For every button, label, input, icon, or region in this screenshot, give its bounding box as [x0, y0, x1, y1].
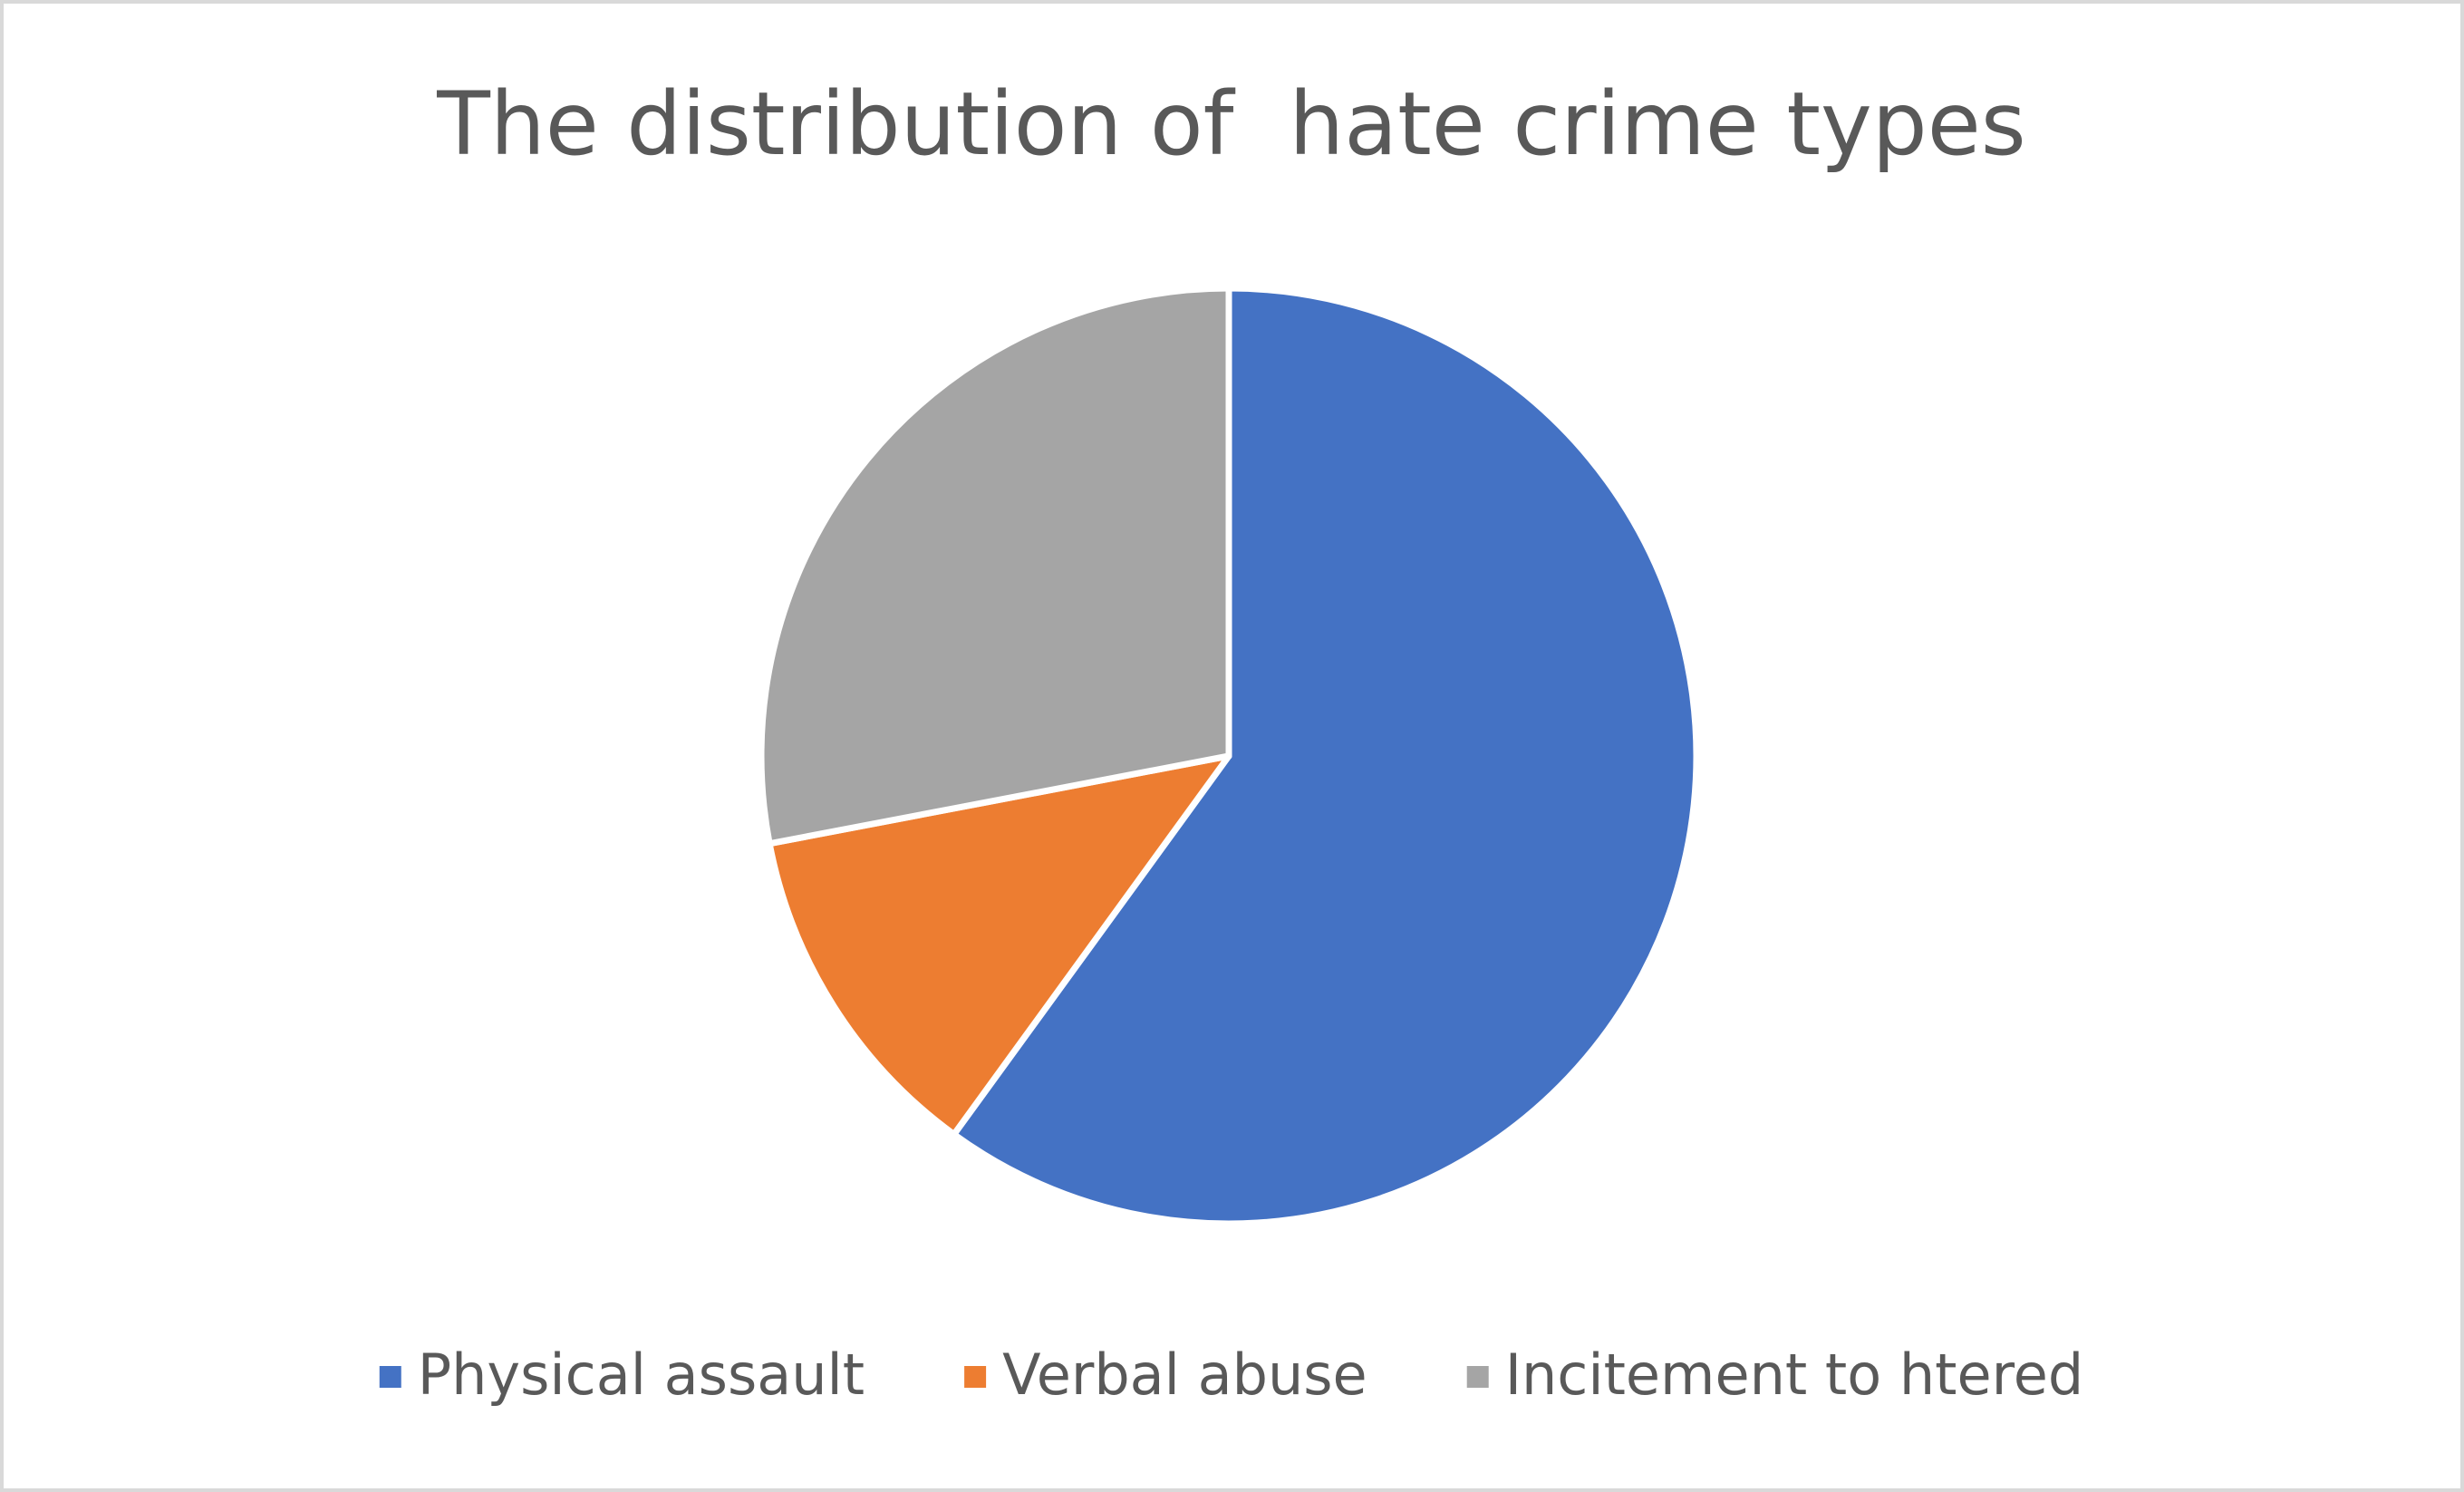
legend-text: Physical assault	[418, 1342, 865, 1408]
pie-slice	[951, 285, 1700, 1227]
legend-swatch	[964, 1366, 987, 1388]
pie-slice	[758, 285, 1232, 848]
legend-swatch	[379, 1366, 401, 1388]
legend: Physical assault Verbal abuse Incitement t…	[379, 1342, 2084, 1408]
legend-item: Verbal abuse	[964, 1342, 1367, 1408]
legend-text: Verbal abuse	[1002, 1342, 1367, 1408]
chart-title: The distribution of hate crime types	[436, 73, 2026, 175]
legend-item: Physical assault	[379, 1342, 865, 1408]
legend-item: Incitement to htered	[1466, 1342, 2084, 1408]
pie-slice	[766, 752, 1232, 1138]
legend-swatch	[1466, 1366, 1489, 1388]
pie	[758, 285, 1700, 1227]
legend-text: Incitement to htered	[1505, 1342, 2084, 1408]
